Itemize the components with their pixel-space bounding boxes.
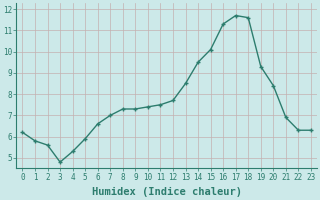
X-axis label: Humidex (Indice chaleur): Humidex (Indice chaleur) [92,187,242,197]
